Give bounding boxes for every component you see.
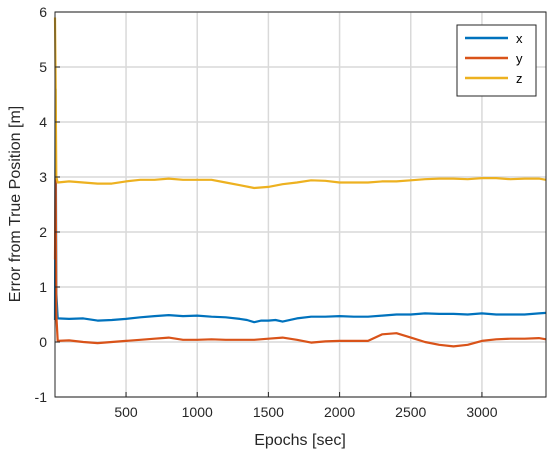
series-line-z [53,17,547,190]
legend-box [456,24,537,97]
y-tick-label: 2 [39,224,47,240]
y-ticks: -1 0 1 2 3 4 5 6 [35,4,60,405]
legend-label-x: x [516,31,523,46]
legend: xyz [456,24,537,97]
x-ticks: 500 1000 1500 2000 2500 3000 [114,392,498,420]
x-tick-label: 1000 [182,404,213,420]
y-tick-label: 3 [39,169,47,185]
series-line-x [53,87,547,324]
y-tick-label: 4 [39,114,47,130]
series-line-y [53,164,547,348]
x-axis-label: Epochs [sec] [254,432,346,449]
y-tick-label: -1 [35,389,48,405]
y-tick-label: 5 [39,59,47,75]
x-tick-label: 500 [114,404,138,420]
y-tick-label: 0 [39,334,47,350]
legend-label-y: y [516,51,523,66]
x-tick-label: 1500 [253,404,284,420]
legend-label-z: z [516,71,523,86]
y-axis-label: Error from True Position [m] [7,106,24,303]
y-tick-label: 6 [39,4,47,20]
series-layer [53,17,547,348]
x-tick-label: 3000 [466,404,497,420]
plot-frame [54,11,547,398]
y-tick-label: 1 [39,279,47,295]
x-tick-label: 2000 [324,404,355,420]
x-tick-label: 2500 [395,404,426,420]
